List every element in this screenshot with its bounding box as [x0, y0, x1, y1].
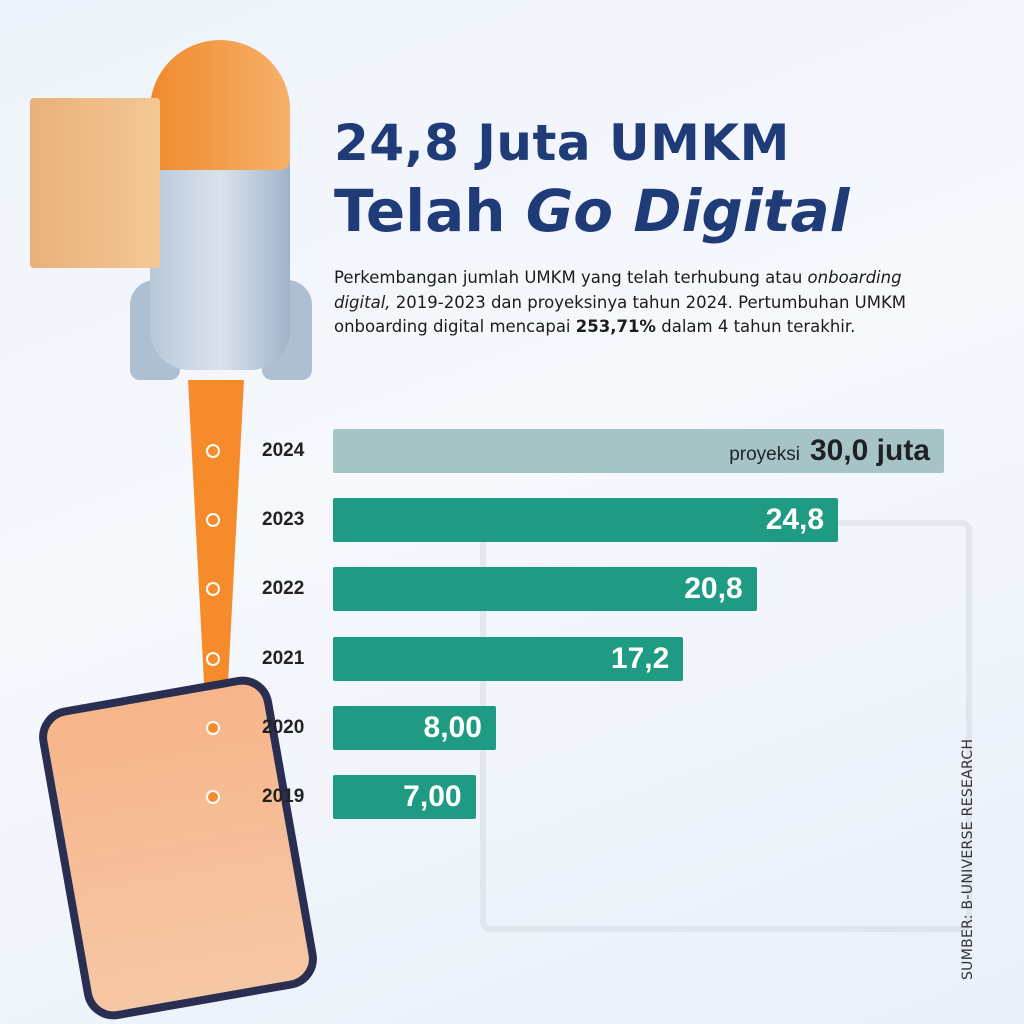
title-telah: Telah: [334, 177, 526, 245]
timeline-dot: [206, 582, 220, 597]
category-label: 2019: [262, 786, 305, 807]
bar: 8,00: [333, 705, 496, 750]
bar: 24,8: [333, 498, 839, 543]
timeline-dot: [206, 651, 220, 666]
desc-text: 2019-2023 dan proyeksinya tahun 2024. Pe…: [334, 292, 907, 337]
category-label: 2023: [262, 509, 305, 531]
bar: 17,2: [333, 636, 684, 681]
category-label: 2024: [262, 440, 305, 461]
data-label-value: 30,0 juta: [809, 434, 930, 467]
desc-growth-percent: 253,71%: [575, 317, 656, 336]
timeline-dot: [206, 444, 220, 458]
bar-projection: proyeksi 30,0 juta: [333, 429, 944, 473]
page-title: 24,8 Juta UMKM Telah Go Digital: [334, 118, 850, 240]
data-label: 7,00: [403, 780, 462, 813]
timeline-dot: [206, 513, 220, 528]
category-label: 2020: [262, 716, 305, 738]
desc-text: Perkembangan jumlah UMKM yang telah terh…: [334, 268, 808, 287]
category-label: 2021: [262, 647, 305, 669]
data-label: proyeksi 30,0 juta: [729, 429, 930, 477]
rocket-nose: [150, 40, 290, 170]
source-label: SUMBER: B-UNIVERSE RESEARCH: [960, 738, 976, 980]
data-label: 8,00: [423, 710, 482, 744]
desc-text: dalam 4 tahun terakhir.: [655, 317, 856, 336]
desc-italic: onboarding digital,: [334, 268, 902, 312]
data-label: 17,2: [610, 641, 670, 675]
data-label: 24,8: [765, 503, 825, 537]
title-line-1: 24,8 Juta UMKM: [334, 114, 790, 172]
timeline-dot: [206, 720, 220, 735]
category-label: 2022: [262, 578, 305, 600]
bar: 20,8: [333, 567, 757, 612]
title-line-2: Telah Go Digital: [334, 182, 850, 240]
title-go-digital: Go Digital: [525, 177, 850, 245]
projection-label: proyeksi: [729, 444, 800, 465]
bar: 7,00: [333, 775, 476, 819]
data-label: 20,8: [684, 572, 743, 606]
description: Perkembangan jumlah UMKM yang telah terh…: [334, 266, 954, 340]
timeline-dot: [206, 790, 220, 804]
package-box-icon: [30, 98, 160, 268]
